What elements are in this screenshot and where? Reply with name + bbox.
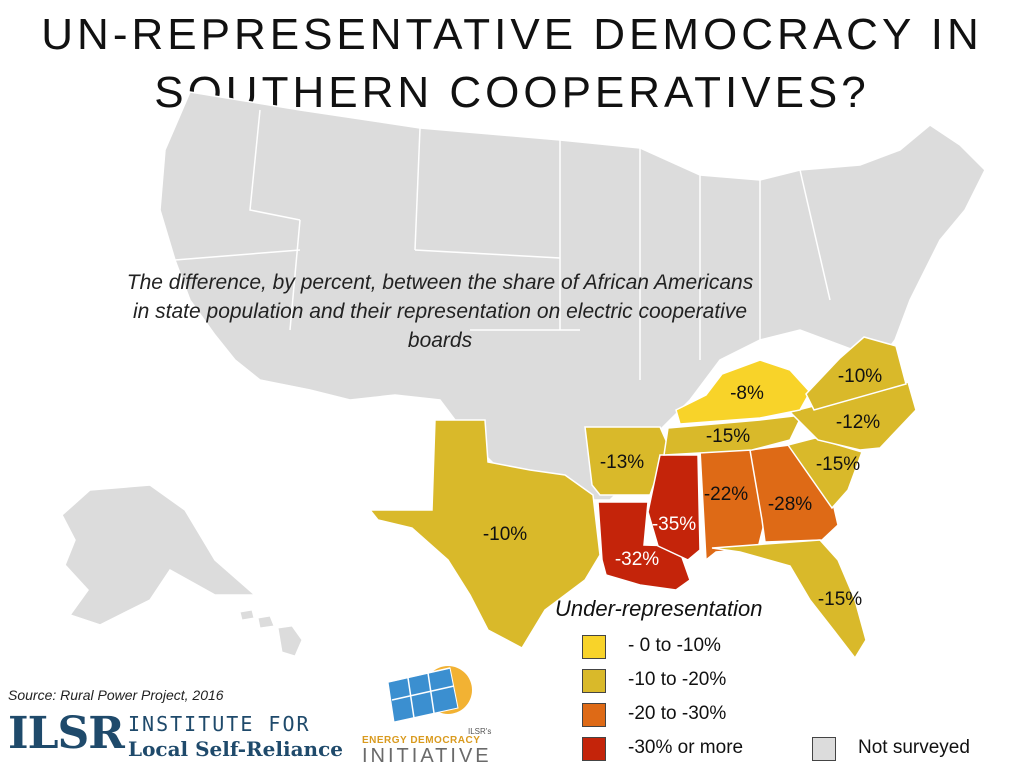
- hawaii-shape: [239, 609, 303, 657]
- state-label-south-carolina: -15%: [816, 454, 860, 475]
- legend-label: -10 to -20%: [628, 669, 727, 690]
- source-note: Source: Rural Power Project, 2016: [8, 687, 224, 703]
- state-label-alabama: -22%: [704, 484, 748, 505]
- state-mississippi: [647, 454, 701, 561]
- legend-swatch: [582, 635, 606, 659]
- state-label-arkansas: -13%: [600, 452, 644, 473]
- state-label-north-carolina: -12%: [836, 412, 880, 433]
- state-label-georgia: -28%: [768, 494, 812, 515]
- legend-swatch: [582, 703, 606, 727]
- legend-label: - 0 to -10%: [628, 635, 721, 656]
- alaska-shape: [61, 484, 257, 626]
- state-label-texas: -10%: [483, 524, 527, 545]
- state-north-carolina: [788, 381, 917, 451]
- state-tennessee: [663, 414, 804, 456]
- legend-label: Not surveyed: [858, 737, 970, 758]
- state-louisiana: [597, 501, 691, 591]
- legend-label: -30% or more: [628, 737, 744, 758]
- ilsr-name-line-1: INSTITUTE FOR: [128, 712, 311, 736]
- state-florida: [711, 539, 867, 660]
- legend-label: -20 to -30%: [628, 703, 727, 724]
- edi-name-line-2: INITIATIVE: [362, 745, 492, 767]
- state-label-louisiana: -32%: [615, 549, 659, 570]
- legend-swatch: [582, 737, 606, 761]
- state-virginia: [805, 336, 907, 411]
- edi-solar-logo: [387, 666, 472, 723]
- ilsr-logo: ILSR: [8, 708, 125, 759]
- state-label-kentucky: -8%: [730, 383, 764, 404]
- ilsr-name-line-2: Local Self-Reliance: [128, 737, 343, 761]
- edi-tag: ILSR's: [468, 727, 492, 736]
- state-label-tennessee: -15%: [706, 426, 750, 447]
- state-boundaries: [174, 109, 831, 380]
- edi-name-line-1: ENERGY DEMOCRACY: [362, 735, 481, 746]
- state-label-virginia: -10%: [838, 366, 882, 387]
- state-kentucky: [675, 359, 811, 425]
- page-title-line-1: UN-REPRESENTATIVE DEMOCRACY IN: [41, 10, 983, 59]
- legend-swatch: [812, 737, 836, 761]
- state-arkansas: [584, 426, 669, 496]
- state-label-florida: -15%: [818, 589, 862, 610]
- legend-title: Under-representation: [555, 596, 763, 621]
- state-south-carolina: [786, 437, 863, 510]
- legend-swatch: [582, 669, 606, 693]
- us-base-shape: [159, 91, 986, 501]
- state-label-mississippi: -35%: [652, 514, 696, 535]
- map-subtitle: The difference, by percent, between the …: [126, 271, 754, 352]
- state-texas: [368, 419, 601, 649]
